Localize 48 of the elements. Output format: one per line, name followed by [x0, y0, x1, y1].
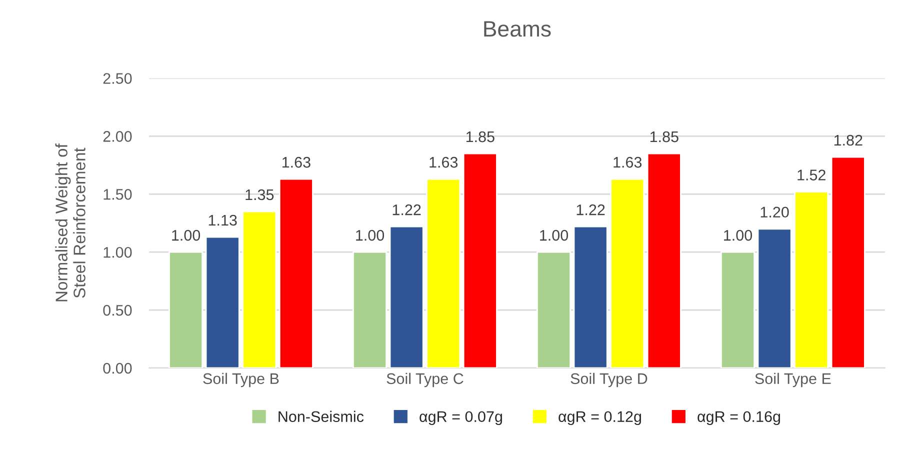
- y-axis-title: Normalised Weight of Steel Reinforcement: [55, 144, 86, 302]
- legend-label: Non-Seismic: [278, 410, 364, 422]
- data-label: 1.85: [650, 131, 678, 142]
- chart-title: Beams: [484, 21, 551, 37]
- bar: [794, 191, 829, 368]
- bar: [720, 251, 756, 368]
- legend-label: αgR = 0.12g: [558, 411, 642, 426]
- y-tick-label: 2.00: [103, 131, 132, 142]
- bar: [646, 152, 682, 368]
- data-label: 1.63: [614, 156, 642, 168]
- bar: [278, 178, 314, 368]
- bar: [352, 251, 388, 368]
- bar: [573, 226, 608, 368]
- data-label: 1.13: [208, 214, 237, 226]
- data-label: 1.00: [172, 230, 200, 241]
- bar: [536, 251, 572, 368]
- x-tick-label: Soil Type D: [570, 372, 648, 388]
- bar: [462, 152, 498, 368]
- bar: [757, 228, 792, 368]
- data-label: 1.63: [282, 156, 310, 168]
- data-label: 1.22: [392, 204, 421, 216]
- data-label: 1.85: [466, 131, 494, 142]
- x-tick-label: Soil Type C: [386, 372, 464, 388]
- data-label: 1.00: [540, 230, 568, 241]
- data-label: 1.20: [760, 206, 789, 218]
- bar: [610, 178, 645, 368]
- bar: [205, 236, 240, 368]
- bar: [830, 156, 866, 368]
- data-label: 1.22: [576, 204, 605, 216]
- x-tick-label: Soil Type B: [203, 372, 279, 388]
- data-label: 1.00: [724, 230, 752, 241]
- x-tick-label: Soil Type E: [755, 372, 831, 388]
- data-label: 1.63: [430, 156, 458, 168]
- bar: [242, 210, 277, 368]
- y-tick-label: 2.50: [103, 73, 132, 84]
- data-label: 1.82: [834, 134, 862, 146]
- y-tick-label: 0.50: [103, 304, 132, 316]
- data-label: 1.00: [356, 230, 384, 241]
- legend-label: αgR = 0.16g: [698, 411, 780, 426]
- bar: [389, 226, 424, 368]
- data-label: 1.35: [246, 189, 274, 200]
- y-tick-label: 1.00: [104, 246, 132, 258]
- y-tick-label: 1.50: [104, 188, 132, 200]
- data-label: 1.52: [798, 170, 826, 180]
- legend-label: αgR = 0.07g: [420, 411, 502, 426]
- y-tick-label: 0.00: [103, 362, 132, 374]
- bar: [426, 178, 461, 368]
- bar: [168, 251, 204, 368]
